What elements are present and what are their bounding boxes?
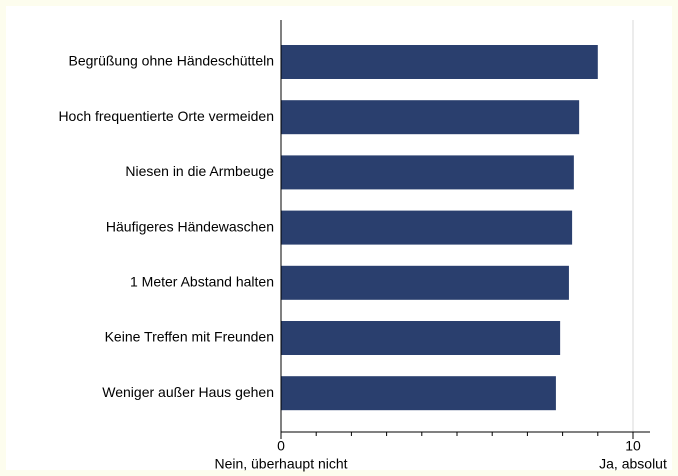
y-tick-label: 1 Meter Abstand halten <box>130 274 274 290</box>
bar <box>281 376 556 411</box>
y-tick-label: Weniger außer Haus gehen <box>102 384 274 400</box>
y-tick-label: Begrüßung ohne Händeschütteln <box>69 53 274 69</box>
y-tick-label: Keine Treffen mit Freunden <box>105 329 274 345</box>
y-tick-label: Hoch frequentierte Orte vermeiden <box>58 108 274 124</box>
y-tick-label: Häufigeres Händewaschen <box>106 218 274 234</box>
x-tick-label: 0 <box>277 438 285 454</box>
bar <box>281 100 580 135</box>
x-tick-label: 10 <box>625 438 641 454</box>
bar <box>281 210 573 245</box>
y-tick-label: Niesen in die Armbeuge <box>125 163 274 179</box>
bar <box>281 155 574 190</box>
x-end-label: Ja, absolut <box>599 456 667 472</box>
bar <box>281 321 561 355</box>
bar <box>281 45 598 79</box>
x-end-label: Nein, überhaupt nicht <box>214 456 347 472</box>
bar <box>281 265 569 300</box>
